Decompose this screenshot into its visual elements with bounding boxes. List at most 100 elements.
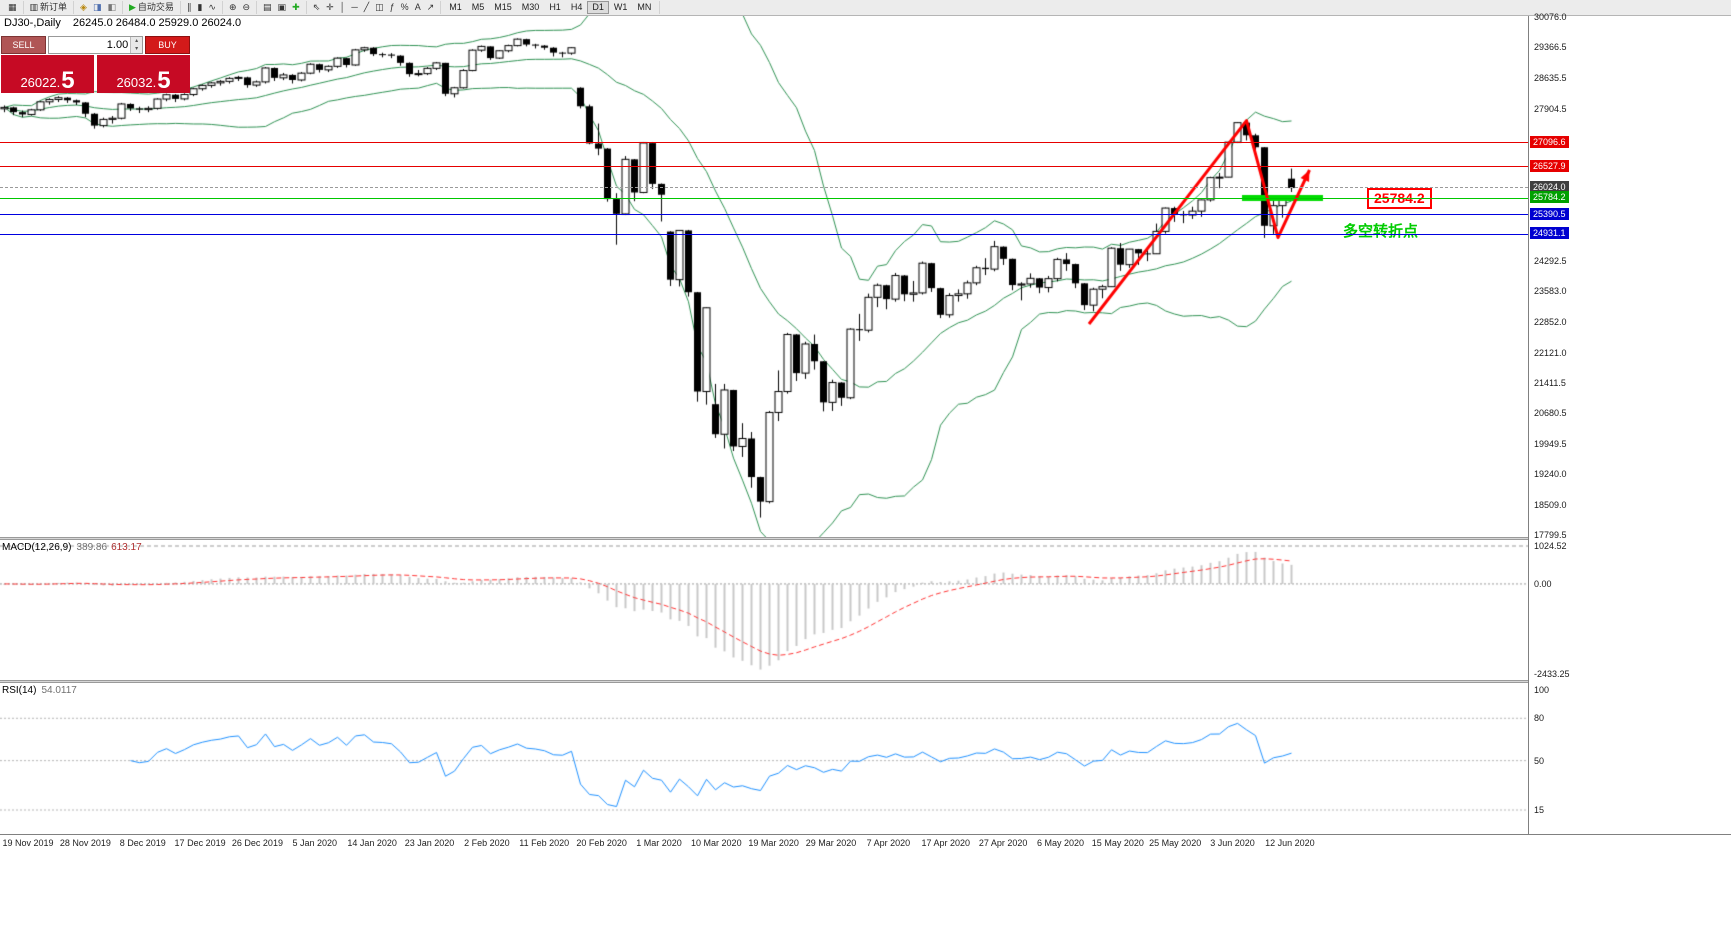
auto-trading-button[interactable]: ▶ 自动交易	[126, 1, 177, 14]
text-label-icon: A	[414, 2, 421, 12]
zoom-out-icon[interactable]: ⊖	[239, 1, 253, 14]
date-label: 23 Jan 2020	[404, 838, 455, 848]
timeframe-m5-button[interactable]: M5	[467, 1, 490, 14]
horizontal-line-24931.1[interactable]	[0, 233, 1528, 235]
volume-input[interactable]	[49, 37, 131, 53]
date-label: 17 Dec 2019	[174, 838, 226, 848]
timeframe-w1-button[interactable]: W1	[609, 1, 633, 14]
horizontal-line-icon[interactable]: ─	[348, 1, 360, 14]
new-order-button[interactable]: ▥ 新订单	[27, 1, 71, 14]
date-label: 28 Nov 2019	[59, 838, 111, 848]
timeframe-h1-button[interactable]: H1	[544, 1, 566, 14]
data-window-icon: ◨	[92, 2, 102, 12]
charts-grid-icon[interactable]: ▦	[5, 1, 20, 14]
bar-chart-icon[interactable]: ∥	[184, 1, 195, 14]
price-tag-26527.9: 26527.9	[1530, 159, 1569, 172]
market-watch-icon: ◈	[80, 2, 87, 12]
price-axis-label: 17799.5	[1534, 530, 1567, 541]
date-label: 17 Apr 2020	[921, 838, 971, 848]
bar-chart-icon: ∥	[186, 2, 192, 12]
date-label: 11 Feb 2020	[519, 838, 570, 848]
zoom-in-icon[interactable]: ⊕	[226, 1, 240, 14]
timeframe-m1-button[interactable]: M1	[444, 1, 467, 14]
timeframe-d1-button[interactable]: D1	[587, 1, 609, 14]
time-axis[interactable]: 19 Nov 2019 28 Nov 2019 8 Dec 2019 17 Dec 2…	[0, 834, 1731, 851]
rsi-pane: RSI(14) 54.0117	[0, 683, 1528, 834]
horizontal-line-25784.2[interactable]	[0, 197, 1528, 199]
volume-down-button[interactable]: ▾	[131, 45, 142, 53]
price-axis-label: 28635.5	[1534, 72, 1567, 83]
fibonacci-icon: ƒ	[389, 2, 395, 12]
volume-stepper: ▴ ▾	[130, 37, 142, 53]
price-chart-pane: DJ30-,Daily 26245.0 26484.0 25929.0 2602…	[0, 16, 1528, 537]
price-axis-label: 29366.5	[1534, 41, 1567, 52]
toolbar: ▦ ▥ 新订单 ◈ ◨ ◧ ▶ 自动交易 ∥ ▮ ∿ ⊕ ⊖ ▤ ▣ ✚ ⇖ ✛ │ ─ ╱ ◫ ƒ% A ↗ M1 M5 M15 M3…	[0, 0, 1731, 16]
candlestick-chart-icon: ▮	[197, 2, 203, 12]
horizontal-line-25390.5[interactable]	[0, 214, 1528, 216]
trend-line-icon: ╱	[363, 2, 370, 12]
new-order-button-label: 新订单	[40, 2, 68, 12]
date-label: 3 Jun 2020	[1210, 838, 1255, 848]
horizontal-line-icon: ─	[351, 2, 358, 12]
crosshair-icon[interactable]: ✛	[323, 1, 337, 14]
equidistant-channel-icon[interactable]: ◫	[372, 1, 387, 14]
line-chart-icon[interactable]: ∿	[205, 1, 219, 14]
trend-line-icon[interactable]: ╱	[361, 1, 372, 14]
horizontal-line-26024[interactable]	[0, 187, 1528, 189]
date-label: 20 Feb 2020	[576, 838, 627, 848]
cursor-icon[interactable]: ⇖	[310, 1, 324, 14]
buy-button[interactable]: BUY	[145, 36, 190, 54]
rsi-value: 54.0117	[41, 685, 77, 696]
chart-symbol-period: DJ30-,Daily	[4, 17, 61, 29]
candlestick-chart-icon[interactable]: ▮	[194, 1, 205, 14]
date-label: 6 May 2020	[1036, 838, 1084, 848]
macd-canvas[interactable]	[0, 540, 1528, 680]
auto-arrange-icon[interactable]: ▣	[275, 1, 290, 14]
date-label: 7 Apr 2020	[866, 838, 911, 848]
rsi-axis-label: 80	[1534, 713, 1545, 724]
date-label: 1 Mar 2020	[636, 838, 682, 848]
buy-price-pips: 5	[157, 67, 171, 94]
data-window-icon[interactable]: ◨	[90, 1, 105, 14]
volume-control: ▴ ▾	[48, 36, 143, 54]
fibonacci-icon[interactable]: ƒ	[387, 1, 398, 14]
date-label: 27 Apr 2020	[978, 838, 1028, 848]
price-chart-canvas[interactable]	[0, 16, 1528, 537]
rsi-label: RSI(14) 54.0117	[2, 685, 77, 696]
percent-icon[interactable]: %	[398, 1, 412, 14]
tile-windows-icon: ▤	[263, 2, 272, 12]
tile-windows-icon[interactable]: ▤	[260, 1, 275, 14]
date-label: 25 May 2020	[1149, 838, 1202, 848]
text-label-icon[interactable]: A	[412, 1, 424, 14]
rsi-axis-label: 100	[1534, 685, 1550, 696]
charts-grid-icon: ▦	[8, 2, 17, 12]
indicators-add-icon[interactable]: ✚	[289, 1, 303, 14]
rsi-canvas[interactable]	[0, 683, 1528, 834]
chart-title: DJ30-,Daily 26245.0 26484.0 25929.0 2602…	[4, 17, 241, 29]
pane-separator[interactable]	[0, 537, 1731, 540]
horizontal-line-26527.9[interactable]	[0, 166, 1528, 168]
volume-up-button[interactable]: ▴	[131, 37, 142, 45]
buy-price-display[interactable]: 26032. 5	[97, 55, 190, 93]
timeframe-m30-button[interactable]: M30	[517, 1, 545, 14]
macd-label: MACD(12,26,9) 389.86 613.17	[2, 542, 142, 553]
cursor-icon: ⇖	[312, 2, 321, 12]
price-axis[interactable]: 30076.0 29366.5 28635.5 27904.5 24292.5 23583…	[1528, 12, 1731, 850]
sell-button[interactable]: SELL	[1, 36, 46, 54]
zoom-out-icon: ⊖	[242, 2, 251, 12]
market-watch-icon[interactable]: ◈	[77, 1, 90, 14]
price-tag-25390.5: 25390.5	[1530, 207, 1569, 220]
zoom-in-icon: ⊕	[228, 2, 237, 12]
pane-separator[interactable]	[0, 680, 1731, 683]
timeframe-mn-button[interactable]: MN	[632, 1, 656, 14]
price-tag-25784.2: 25784.2	[1530, 191, 1569, 204]
navigator-icon[interactable]: ◧	[104, 1, 119, 14]
sell-price-display[interactable]: 26022. 5	[1, 55, 94, 93]
horizontal-line-27096.6[interactable]	[0, 142, 1528, 144]
percent-icon: %	[400, 2, 409, 12]
timeframe-m15-button[interactable]: M15	[489, 1, 517, 14]
vertical-line-icon[interactable]: │	[337, 1, 349, 14]
auto-trading-button: ▶	[129, 2, 136, 12]
timeframe-h4-button[interactable]: H4	[566, 1, 588, 14]
arrow-object-icon[interactable]: ↗	[424, 1, 438, 14]
